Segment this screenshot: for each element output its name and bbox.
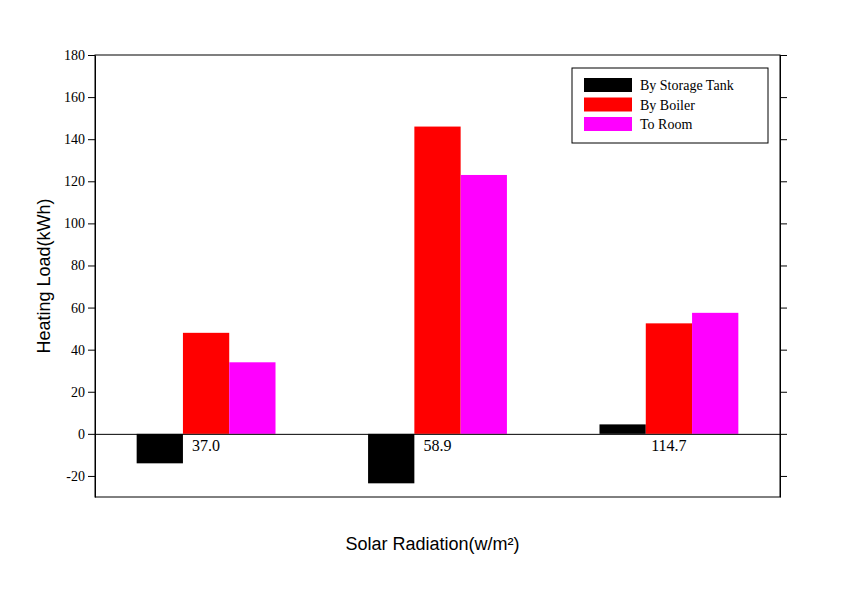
y-tick-mark xyxy=(780,97,787,98)
bar xyxy=(137,434,183,463)
y-tick-mark xyxy=(88,223,95,224)
y-tick-right xyxy=(780,181,787,182)
x-tick: 37.0 xyxy=(192,437,220,454)
y-tick-mark xyxy=(780,181,787,182)
legend-swatch xyxy=(584,78,632,92)
legend: By Storage Tank By Boiler To Room xyxy=(572,68,768,143)
y-tick: 0 xyxy=(78,427,95,442)
x-tick: 58.9 xyxy=(424,437,452,454)
y-tick-mark xyxy=(780,55,787,56)
bar xyxy=(414,127,460,434)
y-tick-mark xyxy=(88,350,95,351)
legend-swatch xyxy=(584,98,632,112)
legend-label: By Boiler xyxy=(640,98,695,113)
y-tick-mark xyxy=(780,476,787,477)
y-tick-mark xyxy=(780,392,787,393)
y-tick: 60 xyxy=(71,301,95,316)
y-tick-label: 180 xyxy=(64,48,85,63)
y-tick-label: 160 xyxy=(64,90,85,105)
legend-label: By Storage Tank xyxy=(640,78,734,93)
y-tick-label: 100 xyxy=(64,216,85,231)
y-tick-mark xyxy=(780,434,787,435)
y-tick-label: 80 xyxy=(71,258,85,273)
y-tick-label: 120 xyxy=(64,174,85,189)
bars xyxy=(137,127,739,484)
x-tick: 114.7 xyxy=(651,437,686,454)
y-axis-right-line xyxy=(780,56,781,498)
x-tick-label: 58.9 xyxy=(424,437,452,454)
y-axis: -20 0 20 40 60 80 100 120 140 160 180 xyxy=(64,48,96,498)
x-tick-label: 37.0 xyxy=(192,437,220,454)
y-tick-mark xyxy=(88,97,95,98)
y-tick-label: 140 xyxy=(64,132,85,147)
y-tick-label: 20 xyxy=(71,385,85,400)
y-tick-mark xyxy=(88,181,95,182)
y-tick-mark xyxy=(780,350,787,351)
y-tick-mark xyxy=(88,434,95,435)
y-axis-line xyxy=(95,56,96,498)
y-tick-right xyxy=(780,392,787,393)
bar xyxy=(183,333,229,434)
y-tick-mark xyxy=(88,55,95,56)
y-tick: -20 xyxy=(66,469,95,484)
y-tick: 40 xyxy=(71,343,95,358)
y-tick-label: -20 xyxy=(66,469,85,484)
y-tick: 140 xyxy=(64,132,95,147)
y-tick-mark xyxy=(88,476,95,477)
bar xyxy=(229,362,275,434)
y-tick-label: 40 xyxy=(71,343,85,358)
y-axis-title: Heating Load(kWh) xyxy=(34,198,54,353)
legend-box xyxy=(572,68,768,143)
y-tick-mark xyxy=(88,265,95,266)
plot-frame xyxy=(95,55,780,497)
y-tick-label: 0 xyxy=(78,427,85,442)
bar xyxy=(599,424,645,433)
zero-line xyxy=(96,434,781,435)
y-tick-mark xyxy=(88,139,95,140)
y-tick: 100 xyxy=(64,216,95,231)
y-tick-right xyxy=(780,350,787,351)
y-tick: 20 xyxy=(71,385,95,400)
y-tick-mark xyxy=(780,139,787,140)
y-axis-right xyxy=(780,56,787,498)
y-tick-mark xyxy=(780,308,787,309)
y-tick: 180 xyxy=(64,48,95,63)
y-tick-right xyxy=(780,308,787,309)
y-tick: 160 xyxy=(64,90,95,105)
y-tick-right xyxy=(780,139,787,140)
y-tick-right xyxy=(780,434,787,435)
y-tick-right xyxy=(780,223,787,224)
legend-swatch xyxy=(584,117,632,131)
x-axis: 37.0 58.9 114.7 xyxy=(96,434,781,454)
y-tick-mark xyxy=(780,223,787,224)
y-tick-label: 60 xyxy=(71,301,85,316)
chart: -20 0 20 40 60 80 100 120 140 160 180 37.0 58.9 114.7… xyxy=(0,0,861,594)
y-tick-mark xyxy=(88,392,95,393)
bar xyxy=(692,313,738,434)
y-tick: 80 xyxy=(71,258,95,273)
x-tick-label: 114.7 xyxy=(651,437,686,454)
bar xyxy=(646,323,692,434)
y-tick-right xyxy=(780,55,787,56)
bar xyxy=(461,175,507,434)
y-tick: 120 xyxy=(64,174,95,189)
y-tick-mark xyxy=(780,265,787,266)
legend-label: To Room xyxy=(640,117,692,132)
bar xyxy=(368,434,414,483)
y-tick-right xyxy=(780,97,787,98)
y-tick-right xyxy=(780,265,787,266)
y-tick-mark xyxy=(88,308,95,309)
x-axis-title: Solar Radiation(w/m²) xyxy=(345,534,519,554)
y-tick-right xyxy=(780,476,787,477)
